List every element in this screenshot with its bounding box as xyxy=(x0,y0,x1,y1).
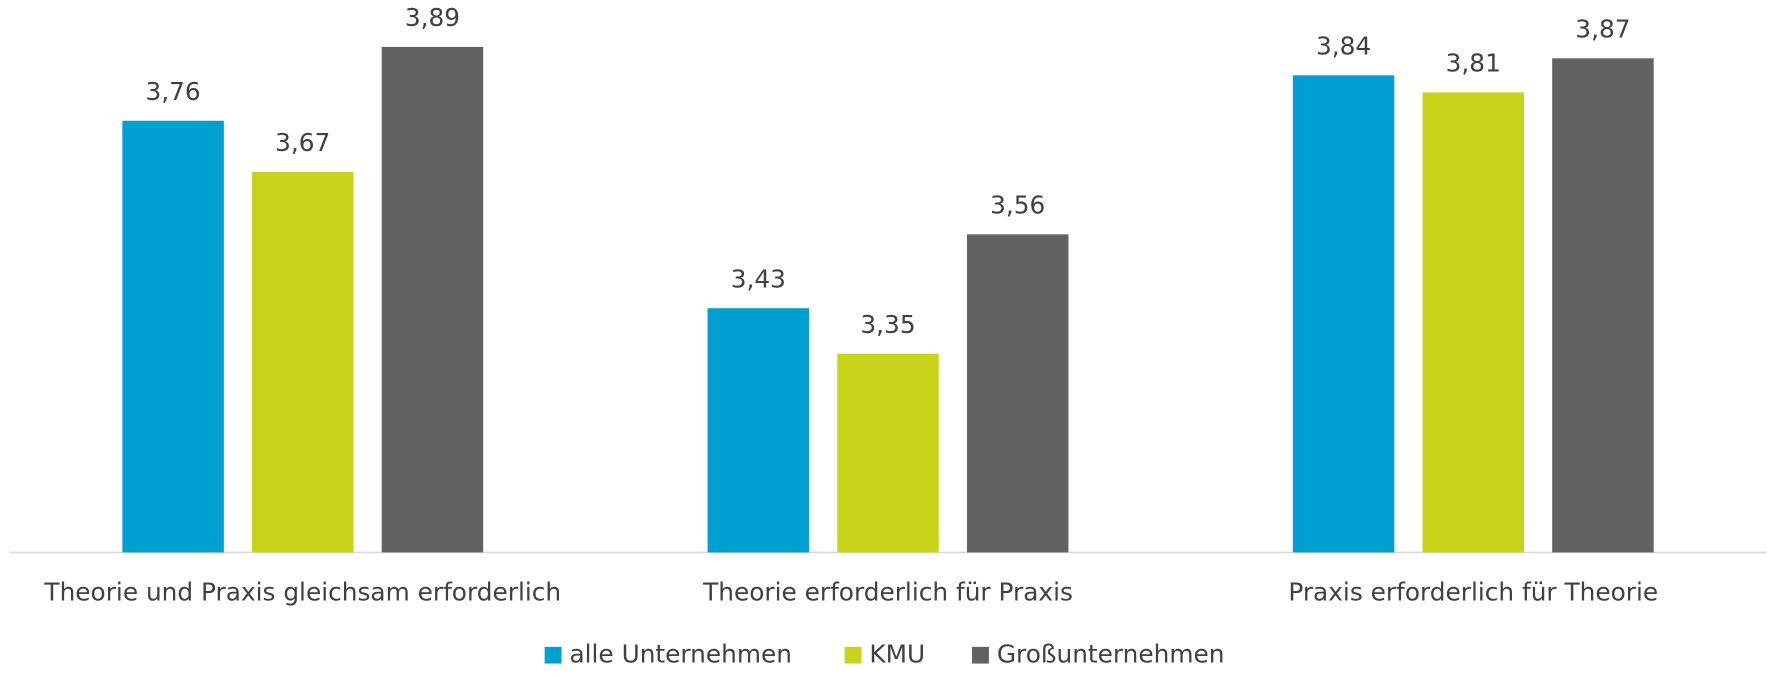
legend-swatch xyxy=(972,646,989,664)
bar xyxy=(1292,75,1395,553)
legend-swatch xyxy=(844,646,862,664)
bar xyxy=(837,353,939,553)
legend-label: KMU xyxy=(869,640,925,669)
legend-label: alle Unternehmen xyxy=(569,640,792,669)
data-label: 3,35 xyxy=(860,310,915,339)
bar xyxy=(966,234,1069,553)
data-label: 3,56 xyxy=(990,191,1045,220)
bar xyxy=(1422,92,1524,553)
bar xyxy=(122,120,224,553)
x-tick-label: Theorie und Praxis gleichsam erforderlic… xyxy=(43,578,561,607)
data-label: 3,81 xyxy=(1446,49,1501,78)
bar xyxy=(252,171,354,553)
x-tick-label: Theorie erforderlich für Praxis xyxy=(702,578,1073,607)
bar xyxy=(381,46,484,553)
data-label: 3,67 xyxy=(275,128,330,157)
data-label: 3,76 xyxy=(145,77,200,106)
x-tick-label: Praxis erforderlich für Theorie xyxy=(1288,578,1658,607)
data-label: 3,87 xyxy=(1575,15,1630,44)
bar xyxy=(1552,58,1654,553)
bar xyxy=(707,308,810,553)
data-label: 3,43 xyxy=(731,265,786,294)
legend-swatch xyxy=(544,646,562,664)
data-label: 3,89 xyxy=(405,3,460,32)
data-label: 3,84 xyxy=(1316,32,1371,61)
legend-label: Großunternehmen xyxy=(997,640,1225,669)
